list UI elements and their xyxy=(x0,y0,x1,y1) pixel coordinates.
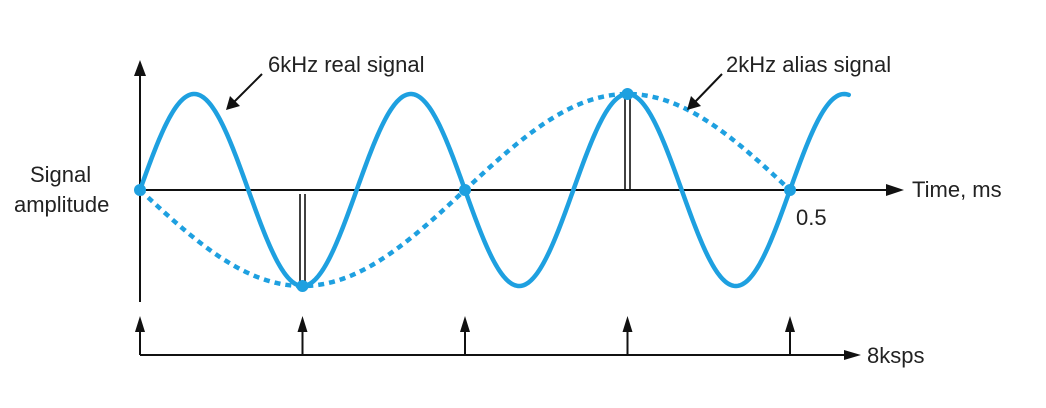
sample-stems xyxy=(299,98,631,285)
sample-clock-arrowhead xyxy=(844,350,861,360)
real-signal-label: 6kHz real signal xyxy=(268,52,425,77)
sample-point xyxy=(459,184,471,196)
x-tick-label: 0.5 xyxy=(796,205,827,230)
sample-points xyxy=(134,88,796,292)
real-signal-callout-arrow xyxy=(226,73,263,110)
alias-signal-label: 2kHz alias signal xyxy=(726,52,891,77)
sample-clock-ticks xyxy=(135,316,795,355)
sample-clock-tick xyxy=(297,316,308,355)
x-axis-label: Time, ms xyxy=(912,177,1002,202)
y-axis-label-line2: amplitude xyxy=(14,192,109,217)
y-axis-arrowhead xyxy=(134,60,146,76)
sample-clock-tick xyxy=(135,316,145,355)
sample-clock-tick xyxy=(460,316,470,355)
alias-signal-callout-arrow xyxy=(687,73,723,110)
x-axis-arrowhead xyxy=(886,184,904,196)
sample-point xyxy=(134,184,146,196)
sample-clock-tick xyxy=(622,316,633,355)
sample-rate-label: 8ksps xyxy=(867,343,924,368)
y-axis-label-line1: Signal xyxy=(30,162,91,187)
real-signal-curve xyxy=(137,91,852,289)
sample-point xyxy=(296,280,309,292)
sample-clock-tick xyxy=(785,316,795,355)
sample-point xyxy=(621,88,634,100)
sample-point xyxy=(784,184,796,196)
